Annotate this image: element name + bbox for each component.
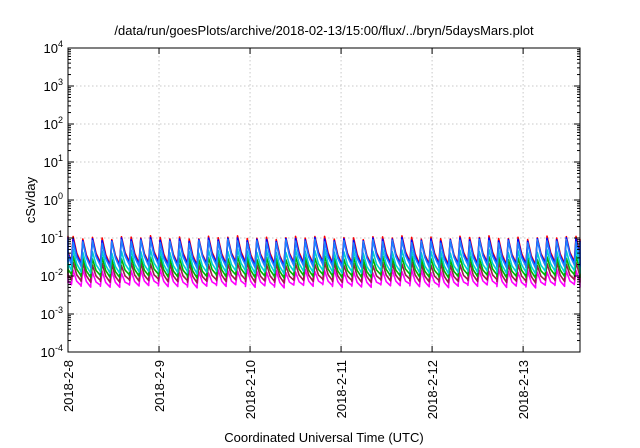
y-tick-label: 102 <box>44 115 63 132</box>
y-tick-label: 10-3 <box>41 305 63 322</box>
series-group <box>67 235 581 289</box>
y-tick-label: 10-2 <box>41 267 63 284</box>
y-tick-label: 10-4 <box>41 343 63 360</box>
series-line-7 <box>67 238 581 270</box>
y-tick-label: 103 <box>44 77 63 94</box>
y-tick-label: 100 <box>44 191 63 208</box>
grid <box>68 48 580 352</box>
x-axis: 2018-2-8 2018-2-9 2018-2-10 2018-2-11 2018-2… <box>61 48 531 419</box>
chart-title: /data/run/goesPlots/archive/2018-02-13/1… <box>114 23 534 38</box>
y-tick-label: 104 <box>44 39 63 56</box>
x-tick-label: 2018-2-8 <box>61 360 76 412</box>
x-axis-label: Coordinated Universal Time (UTC) <box>224 430 423 445</box>
y-tick-label: 10-1 <box>41 229 63 246</box>
x-tick-label: 2018-2-12 <box>425 360 440 419</box>
x-tick-label: 2018-2-13 <box>516 360 531 419</box>
y-tick-label: 101 <box>44 153 63 170</box>
x-tick-label: 2018-2-11 <box>334 360 349 418</box>
x-tick-label: 2018-2-9 <box>152 360 167 412</box>
y-axis: 10-4 10-3 10-2 10-1 100 101 102 103 104 <box>41 39 580 360</box>
y-axis-label: cSv/day <box>23 176 38 223</box>
x-tick-label: 2018-2-10 <box>243 360 258 419</box>
